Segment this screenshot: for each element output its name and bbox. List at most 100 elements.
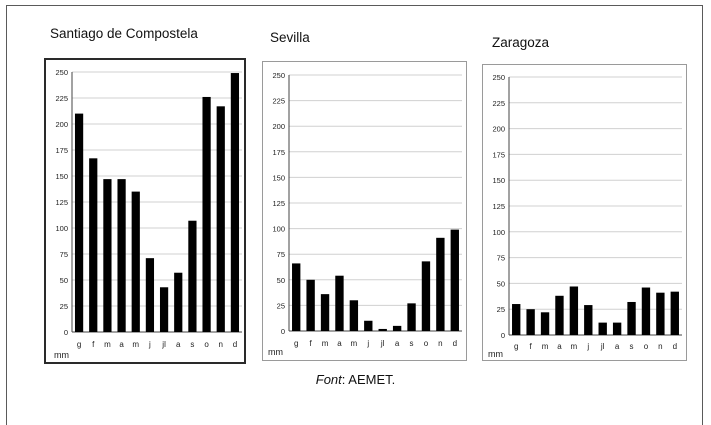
- santiago-bar-2: [89, 158, 98, 332]
- sevilla-x-tick-label: d: [453, 339, 457, 348]
- santiago-x-tick-label: o: [204, 340, 209, 349]
- chart-panel-sevilla: 0 25 50 75 100 125 150 175 200 225 250 g f m a m j jl a s o n…: [262, 61, 467, 361]
- sevilla-bar-2: [306, 279, 315, 331]
- zaragoza-y-tick-label: 225: [492, 99, 505, 108]
- sevilla-bar-10: [421, 261, 431, 331]
- sevilla-x-tick-label: jl: [380, 339, 385, 348]
- zaragoza-x-tick-label: n: [658, 342, 662, 351]
- santiago-x-tick-label: jl: [161, 340, 166, 349]
- santiago-y-tick-label: 100: [55, 224, 68, 233]
- sevilla-y-tick-label: 175: [272, 148, 285, 157]
- sevilla-bar-5: [349, 300, 359, 331]
- santiago-bar-6: [145, 258, 155, 332]
- zaragoza-bar-9: [627, 301, 636, 335]
- zaragoza-y-tick-label: 175: [492, 150, 505, 159]
- zaragoza-x-tick-label: a: [557, 342, 562, 351]
- sevilla-x-tick-label: a: [337, 339, 342, 348]
- santiago-bar-3: [103, 179, 112, 332]
- santiago-x-tick-label: f: [92, 340, 95, 349]
- sevilla-x-tick-label: m: [351, 339, 358, 348]
- santiago-bar-1: [74, 113, 84, 332]
- santiago-bar-8: [174, 272, 183, 332]
- santiago-x-tick-label: d: [233, 340, 237, 349]
- chart-title-zaragoza: Zaragoza: [492, 35, 550, 50]
- zaragoza-x-tick-label: f: [530, 342, 533, 351]
- zaragoza-y-tick-label: 100: [492, 228, 505, 237]
- zaragoza-y-tick-label: 0: [501, 331, 505, 340]
- santiago-y-tick-label: 175: [55, 146, 68, 155]
- zaragoza-bar-11: [656, 292, 665, 335]
- sevilla-x-tick-label: n: [438, 339, 442, 348]
- santiago-x-tick-label: n: [219, 340, 223, 349]
- sevilla-bar-4: [335, 275, 344, 331]
- chart-title-sevilla: Sevilla: [270, 30, 310, 45]
- sevilla-x-tick-label: m: [322, 339, 329, 348]
- santiago-x-tick-label: a: [119, 340, 124, 349]
- zaragoza-x-tick-label: d: [673, 342, 677, 351]
- sevilla-bar-12: [450, 229, 459, 331]
- zaragoza-x-tick-label: g: [514, 342, 518, 351]
- sevilla-y-tick-label: 125: [272, 199, 285, 208]
- source-note: Font: AEMET.: [0, 372, 711, 387]
- santiago-y-tick-label: 125: [55, 198, 68, 207]
- santiago-x-tick-label: m: [104, 340, 111, 349]
- santiago-bar-5: [131, 191, 140, 332]
- santiago-y-tick-label: 200: [55, 120, 68, 129]
- santiago-x-tick-label: g: [77, 340, 81, 349]
- sevilla-y-tick-label: 0: [281, 327, 285, 336]
- sevilla-y-tick-label: 75: [277, 250, 285, 259]
- santiago-bar-10: [202, 96, 211, 333]
- chart-panel-zaragoza: 0 25 50 75 100 125 150 175 200 225 250 g f m a m j jl a s o n…: [482, 64, 687, 361]
- source-label: Font: [315, 372, 342, 387]
- santiago-y-tick-label: 50: [60, 276, 68, 285]
- santiago-y-tick-label: 225: [55, 94, 68, 103]
- santiago-x-tick-label: s: [190, 340, 194, 349]
- sevilla-bar-6: [364, 320, 373, 331]
- zaragoza-y-tick-label: 25: [497, 305, 505, 314]
- sevilla-bar-3: [320, 294, 330, 331]
- sevilla-y-tick-label: 225: [272, 97, 285, 106]
- zaragoza-x-tick-label: jl: [600, 342, 605, 351]
- zaragoza-x-tick-label: a: [615, 342, 620, 351]
- zaragoza-unit-label: mm: [488, 349, 503, 359]
- source-text: : AEMET.: [341, 372, 396, 387]
- zaragoza-bar-3: [540, 312, 550, 335]
- figure-frame: [6, 5, 703, 425]
- santiago-y-tick-label: 0: [64, 328, 68, 337]
- santiago-y-tick-label: 150: [55, 172, 68, 181]
- sevilla-y-tick-label: 100: [272, 225, 285, 234]
- sevilla-x-tick-label: o: [424, 339, 429, 348]
- sevilla-bar-11: [436, 237, 445, 331]
- santiago-unit-label: mm: [54, 350, 69, 360]
- zaragoza-y-tick-label: 125: [492, 202, 505, 211]
- zaragoza-y-tick-label: 75: [497, 254, 505, 263]
- chart-title-santiago: Santiago de Compostela: [50, 26, 198, 41]
- santiago-x-tick-label: j: [148, 340, 151, 349]
- zaragoza-bar-8: [612, 322, 622, 335]
- santiago-bar-7: [159, 287, 169, 332]
- zaragoza-y-tick-label: 250: [492, 73, 505, 82]
- zaragoza-x-tick-label: o: [644, 342, 649, 351]
- zaragoza-x-tick-label: j: [586, 342, 589, 351]
- sevilla-x-tick-label: f: [310, 339, 313, 348]
- zaragoza-bar-7: [598, 322, 607, 335]
- sevilla-y-tick-label: 250: [272, 71, 285, 80]
- zaragoza-x-tick-label: s: [630, 342, 634, 351]
- sevilla-y-tick-label: 25: [277, 301, 285, 310]
- zaragoza-bar-1: [512, 304, 521, 335]
- zaragoza-bar-2: [526, 309, 535, 335]
- zaragoza-bar-4: [555, 295, 564, 335]
- sevilla-bar-7: [378, 328, 387, 331]
- zaragoza-bar-10: [641, 287, 651, 335]
- zaragoza-y-tick-label: 50: [497, 279, 505, 288]
- zaragoza-bar-5: [569, 286, 579, 335]
- santiago-y-tick-label: 25: [60, 302, 68, 311]
- santiago-y-tick-label: 75: [60, 250, 68, 259]
- sevilla-x-tick-label: g: [294, 339, 298, 348]
- sevilla-y-tick-label: 150: [272, 173, 285, 182]
- sevilla-bar-8: [392, 325, 402, 331]
- sevilla-x-tick-label: j: [366, 339, 369, 348]
- sevilla-x-tick-label: a: [395, 339, 400, 348]
